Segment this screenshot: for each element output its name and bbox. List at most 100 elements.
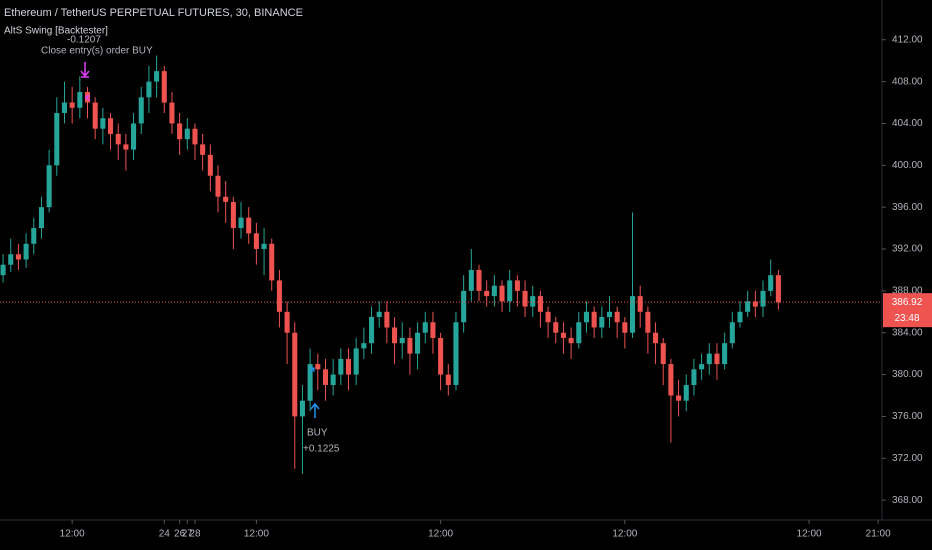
candle-body bbox=[230, 201, 236, 229]
candle-body bbox=[637, 296, 643, 312]
candle-body bbox=[353, 348, 359, 375]
y-tick-label: 408.00 bbox=[892, 76, 923, 87]
candle-body bbox=[491, 285, 497, 297]
candle-body bbox=[660, 343, 666, 365]
candle-body bbox=[499, 285, 505, 302]
y-tick-label: 388.00 bbox=[892, 286, 923, 297]
candle-body bbox=[775, 275, 781, 303]
candle-body bbox=[115, 133, 121, 145]
candle-body bbox=[614, 311, 620, 323]
candle-body bbox=[361, 343, 367, 349]
exit-label: Close entry(s) order BUY bbox=[41, 46, 153, 57]
candle-body bbox=[468, 269, 474, 291]
candle-body bbox=[31, 228, 37, 244]
candle-body bbox=[322, 369, 329, 386]
candle-body bbox=[768, 275, 774, 291]
candle-body bbox=[422, 322, 428, 333]
buy-profit: +0.1225 bbox=[303, 444, 340, 455]
candle-body bbox=[38, 207, 44, 229]
y-tick-label: 404.00 bbox=[892, 118, 923, 129]
last-price-label: 386.92 bbox=[892, 297, 923, 308]
exit-arrow bbox=[80, 62, 90, 78]
candle-body bbox=[92, 102, 98, 129]
candle-body bbox=[23, 243, 29, 260]
candle-body bbox=[645, 311, 651, 333]
candle-body bbox=[691, 369, 697, 386]
candle-body bbox=[438, 337, 444, 375]
y-tick-label: 372.00 bbox=[892, 453, 923, 464]
x-tick-label: 28 bbox=[189, 529, 201, 540]
candle-body bbox=[192, 128, 198, 145]
y-tick-label: 384.00 bbox=[892, 327, 923, 338]
candle-body bbox=[246, 217, 252, 234]
x-tick-label: 12:00 bbox=[428, 529, 453, 540]
candle-body bbox=[0, 264, 6, 276]
candle-body bbox=[161, 71, 167, 103]
candle-body bbox=[177, 123, 183, 140]
buy-arrow-small bbox=[308, 367, 315, 375]
candle-body bbox=[131, 123, 137, 150]
candle-body bbox=[269, 243, 275, 281]
candle-body bbox=[315, 364, 321, 370]
candle-body bbox=[77, 92, 83, 108]
candle-body bbox=[737, 311, 743, 323]
candle-body bbox=[453, 322, 459, 386]
x-tick-label: 24 bbox=[159, 529, 171, 540]
candle-body bbox=[591, 311, 597, 328]
chart-title: Ethereum / TetherUS PERPETUAL FUTURES, 3… bbox=[4, 7, 303, 19]
candle-body bbox=[476, 269, 482, 291]
candle-body bbox=[676, 395, 682, 401]
candle-body bbox=[69, 102, 75, 108]
candle-body bbox=[200, 144, 206, 155]
exit-profit: -0.1207 bbox=[67, 35, 101, 46]
candle-body bbox=[15, 254, 21, 260]
candle-body bbox=[576, 322, 582, 344]
candle-body bbox=[154, 71, 160, 82]
candle-body bbox=[276, 280, 282, 312]
y-tick-label: 396.00 bbox=[892, 202, 923, 213]
candle-body bbox=[599, 317, 605, 328]
candle-body bbox=[583, 311, 589, 323]
candle-body bbox=[729, 322, 735, 344]
candle-body bbox=[514, 280, 520, 291]
indicator-name: AltS Swing [Backtester] bbox=[4, 26, 108, 37]
candle-body bbox=[169, 102, 175, 124]
y-tick-label: 380.00 bbox=[892, 369, 923, 380]
candle-body bbox=[407, 337, 413, 354]
candle-body bbox=[330, 374, 336, 386]
candle-body bbox=[108, 118, 114, 134]
candle-body bbox=[683, 385, 689, 401]
candle-body bbox=[46, 165, 52, 208]
x-tick-label: 12:00 bbox=[612, 529, 637, 540]
candle-body bbox=[545, 311, 551, 323]
candle-body bbox=[8, 254, 14, 265]
x-tick-label: 27 bbox=[182, 529, 194, 540]
buy-arrow bbox=[310, 402, 320, 418]
candle-body bbox=[307, 364, 313, 401]
candle-body bbox=[553, 322, 559, 333]
candle-body bbox=[484, 290, 490, 297]
candle-body bbox=[284, 311, 290, 333]
candle-body bbox=[699, 364, 705, 370]
candle-body bbox=[530, 296, 536, 307]
y-tick-label: 368.00 bbox=[892, 495, 923, 506]
candle-body bbox=[668, 364, 674, 396]
candle-body bbox=[622, 322, 628, 333]
candle-body bbox=[653, 332, 659, 344]
buy-label: BUY bbox=[307, 428, 328, 439]
candle-body bbox=[215, 175, 221, 197]
candle-body bbox=[207, 154, 213, 176]
countdown-label: 23:48 bbox=[894, 313, 919, 324]
candle-body bbox=[722, 343, 728, 365]
candle-body bbox=[461, 290, 467, 323]
candle-body bbox=[238, 217, 244, 229]
candle-body bbox=[714, 353, 720, 365]
candle-body bbox=[184, 128, 190, 140]
y-tick-label: 400.00 bbox=[892, 160, 923, 171]
candle-body bbox=[445, 374, 451, 386]
x-tick-label: 21:00 bbox=[866, 529, 891, 540]
candle-body bbox=[430, 322, 436, 338]
